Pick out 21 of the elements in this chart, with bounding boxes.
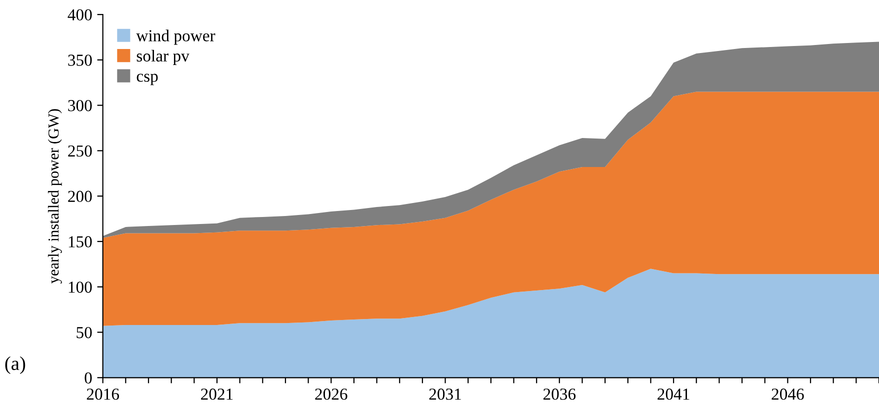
y-tick-label: 50 [76,326,92,338]
x-tick-label: 2041 [658,388,690,400]
x-tick-label: 2031 [429,388,461,400]
y-tick-label: 400 [68,9,92,20]
y-tick-label: 300 [68,100,92,112]
x-tick-label: 2021 [201,388,233,400]
y-tick-label: 350 [68,54,92,66]
y-tick-label: 200 [68,190,92,202]
y-tick-label: 0 [84,372,92,384]
legend-label: csp [136,74,158,86]
y-tick-label: 100 [68,282,92,293]
legend-label: solar pv [136,50,190,65]
x-tick-label: 2016 [86,388,120,400]
x-tick-label: 2026 [315,388,348,400]
y-tick-label: 150 [68,236,92,248]
y-tick-label: 250 [68,145,92,157]
x-tick-label: 2046 [772,388,804,400]
legend-label: wind power [136,30,216,45]
text: (a) [5,356,26,374]
x-tick-label: 2036 [543,388,576,400]
y-axis-title: yearly installed power (GW) [48,109,62,284]
